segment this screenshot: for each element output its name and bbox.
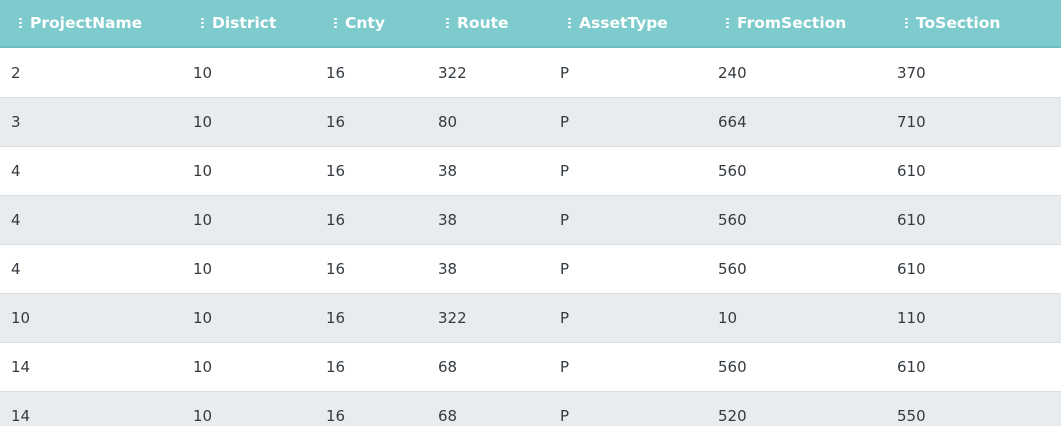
column-label: ProjectName	[30, 14, 143, 32]
cell-route: 322	[438, 64, 467, 82]
cell-cnty: 16	[326, 407, 346, 425]
cell-projectname: 2	[11, 64, 21, 82]
cell-assettype: P	[560, 211, 570, 229]
cell-route: 68	[438, 358, 458, 376]
cell-fromsection: 520	[718, 407, 747, 425]
table-row[interactable]: 10 10 16 322 P 10 110	[0, 294, 1061, 343]
cell-cnty: 16	[326, 162, 346, 180]
cell-assettype: P	[560, 358, 570, 376]
cell-assettype: P	[560, 309, 570, 327]
cell-district: 10	[193, 407, 213, 425]
cell-district: 10	[193, 260, 213, 278]
cell-tosection: 610	[897, 358, 926, 376]
column-header-fromsection[interactable]: FromSection	[726, 0, 846, 46]
table-row[interactable]: 4 10 16 38 P 560 610	[0, 196, 1061, 245]
column-menu-icon[interactable]	[726, 16, 729, 30]
table-row[interactable]: 2 10 16 322 P 240 370	[0, 49, 1061, 98]
cell-tosection: 110	[897, 309, 926, 327]
cell-district: 10	[193, 162, 213, 180]
column-label: AssetType	[579, 14, 668, 32]
cell-district: 10	[193, 113, 213, 131]
column-label: Cnty	[345, 14, 385, 32]
column-menu-icon[interactable]	[905, 16, 908, 30]
column-menu-icon[interactable]	[446, 16, 449, 30]
column-menu-icon[interactable]	[334, 16, 337, 30]
cell-projectname: 14	[11, 358, 31, 376]
cell-projectname: 4	[11, 260, 21, 278]
cell-tosection: 550	[897, 407, 926, 425]
table-row[interactable]: 4 10 16 38 P 560 610	[0, 245, 1061, 294]
cell-district: 10	[193, 64, 213, 82]
column-header-district[interactable]: District	[201, 0, 276, 46]
table-row[interactable]: 14 10 16 68 P 520 550	[0, 392, 1061, 426]
cell-cnty: 16	[326, 211, 346, 229]
cell-cnty: 16	[326, 113, 346, 131]
cell-cnty: 16	[326, 64, 346, 82]
cell-fromsection: 10	[718, 309, 738, 327]
cell-assettype: P	[560, 162, 570, 180]
cell-projectname: 3	[11, 113, 21, 131]
column-header-tosection[interactable]: ToSection	[905, 0, 1000, 46]
column-menu-icon[interactable]	[201, 16, 204, 30]
column-label: Route	[457, 14, 509, 32]
cell-assettype: P	[560, 260, 570, 278]
cell-district: 10	[193, 211, 213, 229]
column-label: ToSection	[916, 14, 1001, 32]
cell-projectname: 4	[11, 162, 21, 180]
cell-cnty: 16	[326, 260, 346, 278]
cell-cnty: 16	[326, 309, 346, 327]
column-label: FromSection	[737, 14, 847, 32]
cell-tosection: 370	[897, 64, 926, 82]
cell-fromsection: 664	[718, 113, 747, 131]
cell-fromsection: 240	[718, 64, 747, 82]
cell-projectname: 4	[11, 211, 21, 229]
cell-fromsection: 560	[718, 358, 747, 376]
cell-tosection: 610	[897, 260, 926, 278]
cell-assettype: P	[560, 407, 570, 425]
column-menu-icon[interactable]	[19, 16, 22, 30]
table-row[interactable]: 14 10 16 68 P 560 610	[0, 343, 1061, 392]
cell-fromsection: 560	[718, 211, 747, 229]
cell-route: 38	[438, 162, 458, 180]
cell-route: 38	[438, 260, 458, 278]
column-menu-icon[interactable]	[568, 16, 571, 30]
cell-assettype: P	[560, 113, 570, 131]
grid-header: ProjectName District Cnty Route AssetTyp…	[0, 0, 1061, 48]
cell-district: 10	[193, 309, 213, 327]
column-header-assettype[interactable]: AssetType	[568, 0, 668, 46]
cell-fromsection: 560	[718, 260, 747, 278]
cell-tosection: 610	[897, 162, 926, 180]
cell-tosection: 710	[897, 113, 926, 131]
cell-route: 80	[438, 113, 458, 131]
cell-tosection: 610	[897, 211, 926, 229]
column-header-cnty[interactable]: Cnty	[334, 0, 385, 46]
cell-fromsection: 560	[718, 162, 747, 180]
cell-projectname: 10	[11, 309, 31, 327]
table-row[interactable]: 3 10 16 80 P 664 710	[0, 98, 1061, 147]
cell-route: 322	[438, 309, 467, 327]
cell-route: 68	[438, 407, 458, 425]
column-header-route[interactable]: Route	[446, 0, 509, 46]
column-header-projectname[interactable]: ProjectName	[19, 0, 142, 46]
cell-assettype: P	[560, 64, 570, 82]
cell-district: 10	[193, 358, 213, 376]
cell-route: 38	[438, 211, 458, 229]
cell-projectname: 14	[11, 407, 31, 425]
table-row[interactable]: 4 10 16 38 P 560 610	[0, 147, 1061, 196]
column-label: District	[212, 14, 277, 32]
cell-cnty: 16	[326, 358, 346, 376]
